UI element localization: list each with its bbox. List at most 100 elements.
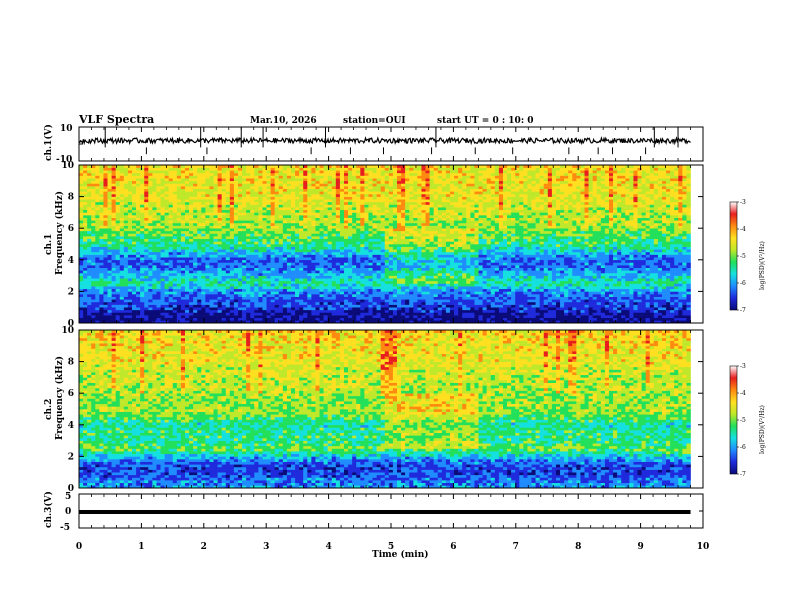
ch1-spec-cell: [384, 228, 390, 232]
ch1-spec-cell: [343, 241, 349, 245]
ch1-spec-cell: [189, 315, 194, 319]
ch1-spec-cell: [119, 183, 125, 187]
ch1-spec-cell: [356, 165, 361, 168]
ch1-spec-cell: [360, 249, 365, 253]
ch1-spec-cell: [323, 262, 328, 266]
ch1-spec-cell: [286, 233, 292, 237]
ch1-spec-cell: [164, 167, 169, 171]
ch1-spec-cell: [327, 254, 333, 258]
ch1-spec-cell: [315, 180, 320, 184]
ch1-spec-cell: [99, 191, 104, 195]
ch1-spec-cell: [140, 320, 145, 324]
ch1-spec-cell: [95, 238, 100, 242]
ch1-spec-cell: [221, 170, 227, 174]
ch1-spec-cell: [331, 267, 337, 271]
ch1-spec-cell: [266, 317, 271, 321]
ch1-spec-cell: [303, 320, 308, 324]
ch1-spec-cell: [392, 301, 398, 305]
ch1-spec-cell: [405, 188, 410, 192]
ch1-spec-cell: [270, 207, 275, 211]
ch1-spec-cell: [238, 291, 243, 295]
ch1-spec-cell: [107, 294, 112, 297]
ch1-spec-cell: [364, 296, 369, 300]
ch1-spec-cell: [180, 283, 186, 287]
ch1-spec-cell: [140, 283, 145, 287]
ch1-spec-cell: [270, 270, 275, 274]
ch1-spec-cell: [221, 215, 227, 218]
ch1-spec-cell: [83, 309, 88, 313]
ch1-spec-cell: [376, 317, 381, 321]
ch1-spec-cell: [242, 312, 247, 316]
ch1-spec-cell: [185, 170, 190, 174]
ch1-spec-cell: [368, 280, 373, 284]
ch1-spec-cell: [217, 186, 222, 189]
ch1-spec-cell: [99, 272, 104, 276]
ch1-spec-cell: [372, 225, 377, 229]
ch1-spec-cell: [327, 280, 333, 284]
ch1-spec-cell: [327, 296, 333, 300]
ch1-spec-cell: [156, 304, 161, 308]
ch1-spec-cell: [270, 259, 275, 263]
ch1-spec-cell: [401, 272, 406, 276]
ch1-spec-cell: [123, 241, 129, 245]
ch1-spec-cell: [180, 199, 186, 203]
ch1-spec-cell: [229, 183, 235, 187]
ch1-spec-cell: [95, 170, 100, 174]
ch1-spec-cell: [405, 209, 410, 213]
ch1-spec-cell: [282, 301, 288, 305]
ch1-spec-cell: [152, 257, 157, 261]
ch1-spec-cell: [360, 178, 365, 182]
ch1-spec-cell: [392, 246, 398, 250]
ch1-spec-cell: [79, 299, 84, 303]
ch1-spec-cell: [164, 178, 169, 182]
ch1-spec-cell: [307, 188, 312, 192]
ch1-spec-cell: [107, 178, 112, 182]
ch1-spec-cell: [299, 233, 304, 237]
ch1-spec-cell: [176, 228, 182, 232]
ch1-spec-cell: [286, 209, 292, 213]
ch1-spec-cell: [290, 294, 296, 297]
ch1-spec-cell: [99, 220, 104, 224]
ch1-spec-cell: [262, 175, 267, 179]
ch1-spec-cell: [180, 170, 186, 174]
ch1-spec-cell: [323, 294, 328, 297]
ch1-spec-cell: [311, 225, 316, 229]
ch1-spec-cell: [95, 178, 100, 182]
ch1-spec-cell: [176, 294, 182, 297]
ch1-spec-cell: [79, 212, 84, 216]
ch1-spec-cell: [213, 230, 218, 234]
ch1-spec-cell: [205, 193, 210, 197]
ch1-spec-cell: [278, 241, 284, 245]
ch1-spec-cell: [286, 215, 292, 218]
ch1-spec-cell: [193, 307, 198, 311]
ch1-spec-cell: [238, 215, 243, 218]
ch1-spec-cell: [103, 228, 108, 232]
ch1-spec-cell: [136, 283, 141, 287]
ch1-spec-cell: [266, 309, 271, 313]
ch1-spec-cell: [331, 280, 337, 284]
ch1-spec-cell: [388, 228, 394, 232]
ch1-spec-cell: [140, 272, 145, 276]
ch1-spec-cell: [91, 204, 96, 208]
ch1-spec-cell: [229, 233, 235, 237]
ch1-spec-cell: [356, 312, 361, 316]
ch1-spec-cell: [339, 183, 345, 187]
ch1-spec-cell: [99, 286, 104, 290]
ch1-spec-cell: [152, 301, 157, 305]
ch1-spec-cell: [303, 307, 308, 311]
ch1-spec-cell: [156, 249, 161, 253]
ch1-spec-cell: [164, 246, 169, 250]
ch1-spec-cell: [274, 249, 280, 253]
ch1-spec-cell: [193, 228, 198, 232]
ch1-spec-cell: [99, 201, 104, 205]
ch1-spec-cell: [413, 272, 418, 276]
ch1-spec-cell: [266, 170, 271, 174]
ch1-spec-cell: [311, 165, 316, 168]
ch1-spec-cell: [384, 180, 390, 184]
ch1-spec-cell: [413, 301, 418, 305]
ch1-spec-cell: [172, 315, 178, 319]
ch1-spec-cell: [290, 183, 296, 187]
ch1-spec-cell: [290, 288, 296, 292]
ch1-spec-cell: [201, 307, 206, 311]
ch1-spec-cell: [209, 222, 214, 226]
